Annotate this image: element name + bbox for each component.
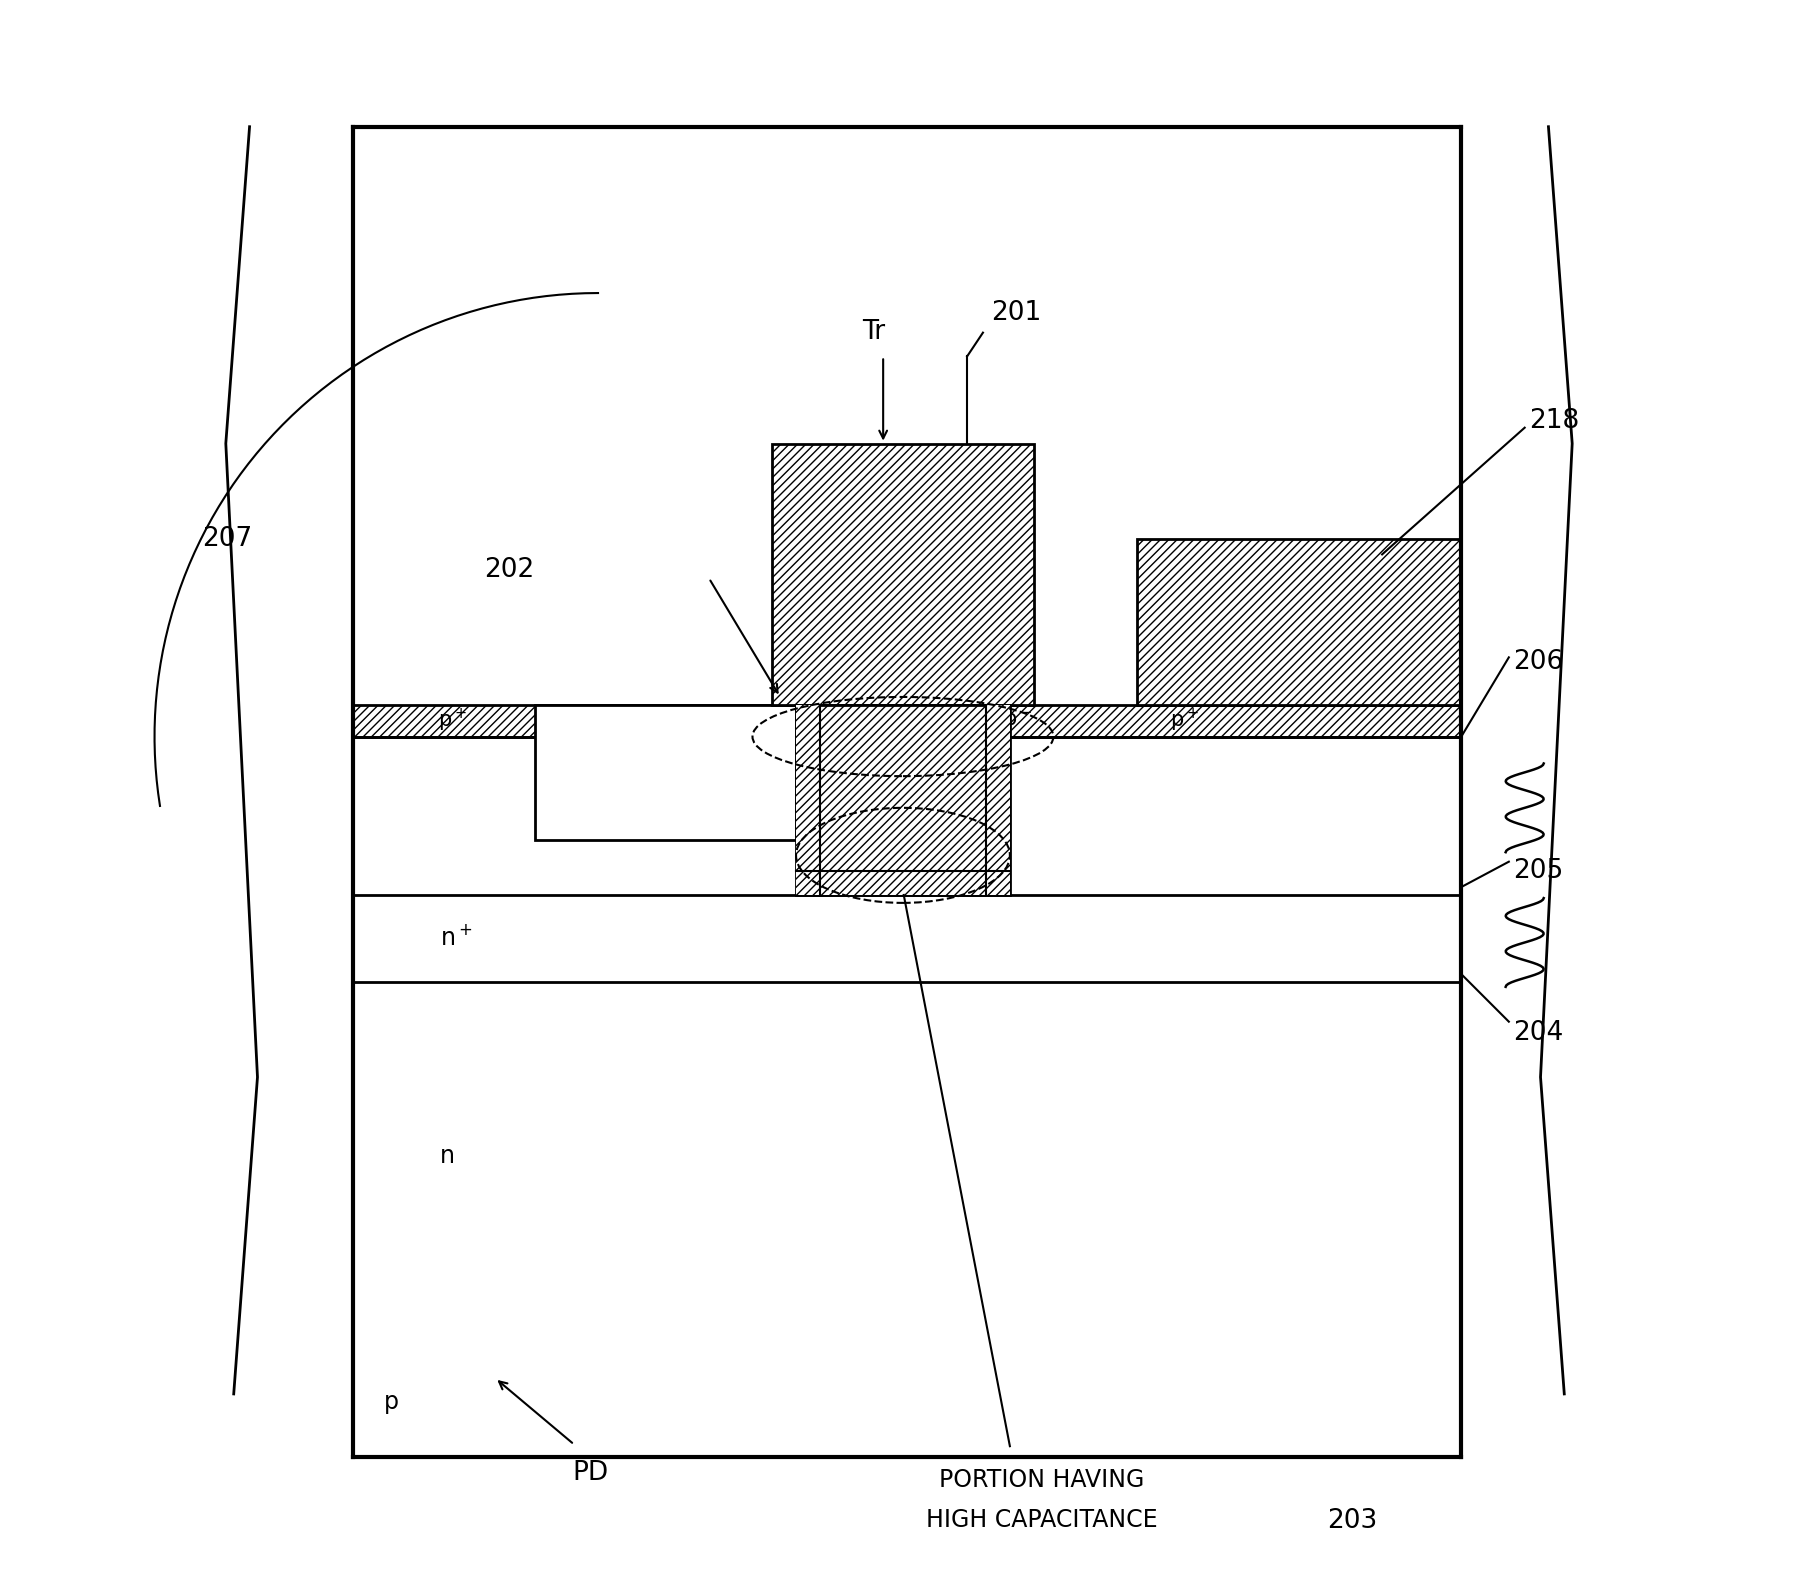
Text: p$^-$: p$^-$ xyxy=(710,710,739,732)
Bar xyxy=(1136,539,1462,705)
Bar xyxy=(797,705,1010,895)
Text: 206: 206 xyxy=(1514,649,1564,675)
Text: n$^+$: n$^+$ xyxy=(574,763,606,789)
Text: p$^-$: p$^-$ xyxy=(1003,710,1032,732)
Text: n: n xyxy=(441,1144,455,1169)
Bar xyxy=(820,871,985,895)
Bar xyxy=(773,444,1034,705)
Bar xyxy=(534,705,797,840)
Text: 205: 205 xyxy=(1514,859,1564,884)
Text: p$^-$: p$^-$ xyxy=(861,710,890,732)
Bar xyxy=(985,705,1010,895)
Text: p: p xyxy=(385,1389,399,1415)
Bar xyxy=(773,444,1034,705)
Bar xyxy=(352,705,1462,737)
Bar xyxy=(985,705,1010,895)
Text: PORTION HAVING: PORTION HAVING xyxy=(939,1468,1144,1492)
Text: 207: 207 xyxy=(201,526,252,551)
Text: p$^+$: p$^+$ xyxy=(1170,706,1199,735)
Text: 203: 203 xyxy=(1327,1508,1377,1533)
Text: n$^+$: n$^+$ xyxy=(441,925,473,950)
Text: p$^+$: p$^+$ xyxy=(439,706,467,735)
Text: HIGH CAPACITANCE: HIGH CAPACITANCE xyxy=(926,1508,1158,1532)
Text: 202: 202 xyxy=(484,558,534,583)
Text: 204: 204 xyxy=(1514,1020,1564,1045)
Bar xyxy=(352,127,1462,1457)
Bar xyxy=(797,871,1010,895)
Text: PD: PD xyxy=(572,1460,608,1486)
Bar xyxy=(797,705,820,895)
Text: 218: 218 xyxy=(1530,409,1580,434)
Bar xyxy=(1136,539,1462,705)
Text: Tr: Tr xyxy=(861,320,885,345)
Text: 201: 201 xyxy=(991,301,1041,326)
Text: p$^-$: p$^-$ xyxy=(690,821,721,843)
Bar xyxy=(820,705,985,871)
Bar xyxy=(797,705,820,895)
